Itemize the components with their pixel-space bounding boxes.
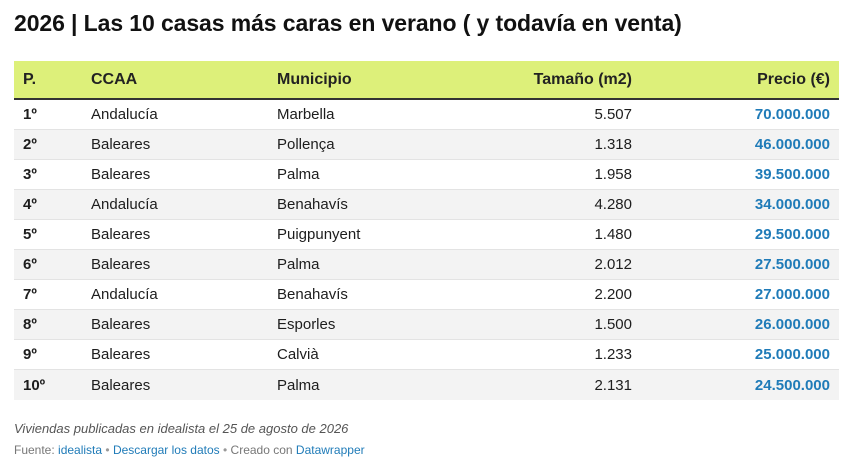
cell-size: 1.480 [594,226,632,243]
source-label: Fuente: [14,443,59,457]
cell-position: 3º [23,166,37,183]
cell-position: 4º [23,196,37,213]
cell-size: 1.500 [594,316,632,333]
table-body: 1º Andalucía Marbella 5.507 70.000.000 2º Bale… [14,100,839,400]
cell-municipio: Esporles [277,316,336,333]
cell-position: 5º [23,226,37,243]
cell-size: 2.200 [594,286,632,303]
footer: Fuente: idealista • Descargar los datos … [14,443,365,457]
cell-size: 2.131 [594,376,632,394]
table-row: 5º Baleares Puigpunyent 1.480 29.500.000 [14,220,839,250]
cell-price: 24.500.000 [754,376,830,394]
footer-separator: • [219,443,231,457]
cell-price: 34.000.000 [754,196,830,213]
footer-separator: • [102,443,113,457]
cell-size: 1.318 [594,136,632,153]
cell-ccaa: Baleares [91,136,151,153]
table-row: 7º Andalucía Benahavís 2.200 27.000.000 [14,280,839,310]
cell-price: 25.000.000 [754,346,830,363]
column-header-size[interactable]: Tamaño (m2) [533,70,632,88]
column-header-municipio[interactable]: Municipio [277,70,352,88]
source-link[interactable]: idealista [58,443,103,457]
cell-ccaa: Baleares [91,166,151,183]
data-table: P. CCAA Municipio Tamaño (m2) Precio (€)… [14,61,839,400]
cell-position: 6º [23,256,37,273]
cell-size: 1.958 [594,166,632,183]
cell-position: 7º [23,286,37,303]
table-row: 3º Baleares Palma 1.958 39.500.000 [14,160,839,190]
column-header-price[interactable]: Precio (€) [757,70,830,88]
table-row: 1º Andalucía Marbella 5.507 70.000.000 [14,100,839,130]
table-row: 8º Baleares Esporles 1.500 26.000.000 [14,310,839,340]
cell-municipio: Puigpunyent [277,226,361,243]
cell-price: 46.000.000 [754,136,830,153]
column-header-ccaa[interactable]: CCAA [91,70,138,88]
table-header: P. CCAA Municipio Tamaño (m2) Precio (€) [14,61,839,100]
cell-municipio: Palma [277,376,320,394]
table-notes: Viviendas publicadas en idealista el 25 … [14,421,349,436]
cell-municipio: Marbella [277,106,335,123]
cell-municipio: Benahavís [277,196,348,213]
cell-size: 4.280 [594,196,632,213]
cell-price: 27.500.000 [754,256,830,273]
cell-price: 70.000.000 [754,106,830,123]
table-row: 10º Baleares Palma 2.131 24.500.000 [14,370,839,400]
cell-price: 29.500.000 [754,226,830,243]
table-row: 2º Baleares Pollença 1.318 46.000.000 [14,130,839,160]
cell-position: 10º [23,376,46,394]
cell-ccaa: Andalucía [91,106,158,123]
table-row: 9º Baleares Calvià 1.233 25.000.000 [14,340,839,370]
cell-size: 5.507 [594,106,632,123]
cell-ccaa: Baleares [91,256,151,273]
cell-position: 9º [23,346,37,363]
cell-ccaa: Andalucía [91,196,158,213]
datawrapper-link[interactable]: Datawrapper [295,443,365,457]
column-header-position[interactable]: P. [23,70,37,88]
table-row: 4º Andalucía Benahavís 4.280 34.000.000 [14,190,839,220]
cell-municipio: Palma [277,166,320,183]
download-data-link[interactable]: Descargar los datos [112,443,220,457]
cell-position: 2º [23,136,37,153]
cell-municipio: Pollença [277,136,335,153]
created-with-label: Creado con [230,443,296,457]
cell-municipio: Calvià [277,346,319,363]
cell-price: 26.000.000 [754,316,830,333]
cell-ccaa: Baleares [91,226,151,243]
cell-price: 39.500.000 [754,166,830,183]
cell-position: 8º [23,316,37,333]
cell-municipio: Benahavís [277,286,348,303]
cell-ccaa: Baleares [91,376,151,394]
table-row: 6º Baleares Palma 2.012 27.500.000 [14,250,839,280]
cell-ccaa: Baleares [91,346,151,363]
cell-price: 27.000.000 [754,286,830,303]
chart-title: 2026 | Las 10 casas más caras en verano … [14,10,682,36]
cell-ccaa: Baleares [91,316,151,333]
cell-position: 1º [23,106,37,123]
cell-size: 2.012 [594,256,632,273]
cell-municipio: Palma [277,256,320,273]
cell-ccaa: Andalucía [91,286,158,303]
cell-size: 1.233 [594,346,632,363]
